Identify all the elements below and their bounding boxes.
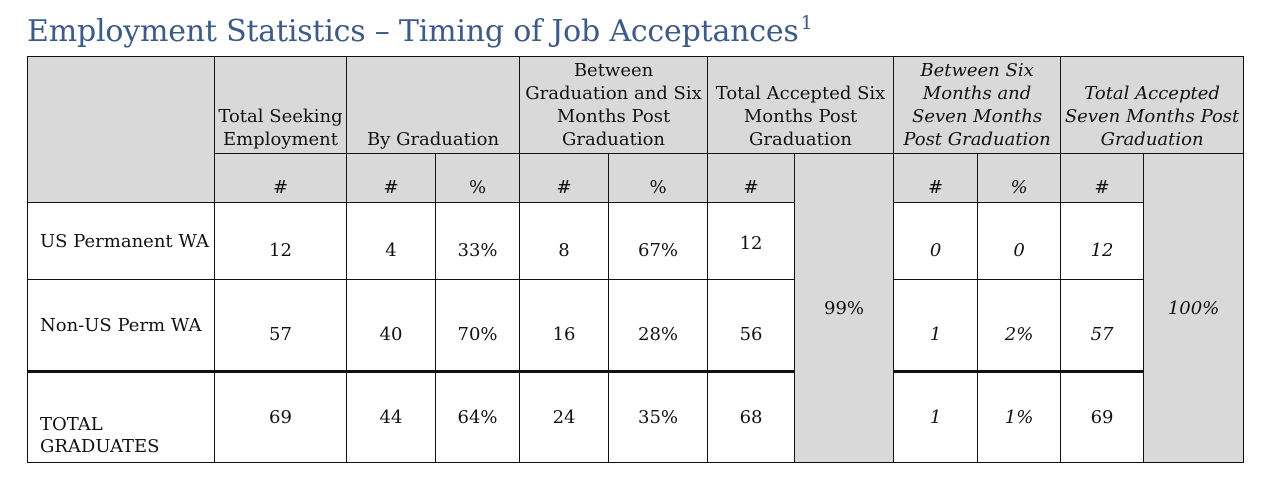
cell-seven-count: 1 — [893, 370, 979, 463]
subheader-row: # # % # % # 99% # % # 100% — [28, 153, 1245, 463]
header-between-six-seven: Between Six Months and Seven Months Post… — [893, 56, 1062, 154]
header-total-accepted-six: Total Accepted Six Months Post Graduatio… — [707, 56, 895, 154]
cell-by-grad-percent: 33% — [434, 202, 521, 280]
cell-acc-seven-count: 12 — [1060, 202, 1145, 280]
cell-six-count: 8 — [519, 202, 610, 280]
row-label: Non-US Perm WA — [27, 279, 215, 372]
cell-seven-percent: 2% — [977, 279, 1062, 372]
cell-total-seeking: 12 — [214, 202, 347, 280]
title-footnote: 1 — [800, 12, 813, 34]
cell-seven-percent: 1% — [977, 370, 1062, 463]
row-label: TOTAL GRADUATES — [27, 370, 215, 463]
cell-six-percent: 28% — [608, 279, 709, 372]
cell-acc-six-count: 56 — [707, 279, 796, 372]
header-total-accepted-seven: Total Accepted Seven Months Post Graduat… — [1060, 56, 1245, 154]
cell-by-grad-count: 4 — [346, 202, 436, 280]
cell-by-grad-percent: 70% — [434, 279, 521, 372]
header-blank-cell — [27, 56, 215, 203]
header-row: Total Seeking Employment By Graduation B… — [27, 56, 1245, 203]
acc-six-percent-cell: 99% — [794, 153, 895, 463]
page-title: Employment Statistics – Timing of Job Ac… — [27, 12, 813, 49]
cell-acc-seven-count: 69 — [1060, 370, 1145, 463]
subheader-total-seeking-count: # — [214, 153, 347, 203]
table-row-total: TOTAL GRADUATES 69 44 64% 24 35% 68 1 1%… — [27, 370, 1244, 463]
header-by-graduation: By Graduation — [345, 56, 521, 154]
subheader-by-grad-percent: % — [434, 153, 521, 203]
subheader-seven-percent: % — [977, 153, 1062, 203]
title-text: Employment Statistics – Timing of Job Ac… — [27, 14, 799, 49]
subheader-acc-six-count: # — [707, 153, 796, 203]
row-label: US Permanent WA — [27, 202, 215, 280]
cell-acc-seven-count: 57 — [1060, 279, 1145, 372]
cell-total-seeking: 57 — [214, 279, 347, 372]
subheader-acc-seven-count: # — [1060, 153, 1145, 203]
cell-by-grad-count: 44 — [346, 370, 436, 463]
header-total-seeking: Total Seeking Employment — [214, 56, 347, 154]
cell-acc-six-count: 12 — [707, 202, 796, 280]
cell-seven-percent: 0 — [977, 202, 1062, 280]
cell-by-grad-percent: 64% — [434, 370, 521, 463]
cell-by-grad-count: 40 — [346, 279, 436, 372]
subheader-seven-count: # — [893, 153, 979, 203]
table-row: Non-US Perm WA 57 40 70% 16 28% 56 1 2% … — [27, 279, 1244, 372]
employment-statistics-table: Total Seeking Employment By Graduation B… — [27, 56, 1245, 463]
acc-seven-percent-cell: 100% — [1143, 153, 1245, 463]
cell-six-percent: 35% — [608, 370, 709, 463]
cell-seven-count: 1 — [893, 279, 979, 372]
cell-seven-count: 0 — [893, 202, 979, 280]
subheader-six-count: # — [519, 153, 610, 203]
cell-six-count: 16 — [519, 279, 610, 372]
cell-acc-six-count: 68 — [707, 370, 796, 463]
subheader-by-grad-count: # — [346, 153, 436, 203]
table-row: US Permanent WA 12 4 33% 8 67% 12 0 0 12 — [27, 202, 1244, 280]
cell-total-seeking: 69 — [214, 370, 347, 463]
cell-six-count: 24 — [519, 370, 610, 463]
subheader-six-percent: % — [608, 153, 709, 203]
header-between-grad-six: Between Graduation and Six Months Post G… — [519, 56, 709, 154]
cell-six-percent: 67% — [608, 202, 709, 280]
